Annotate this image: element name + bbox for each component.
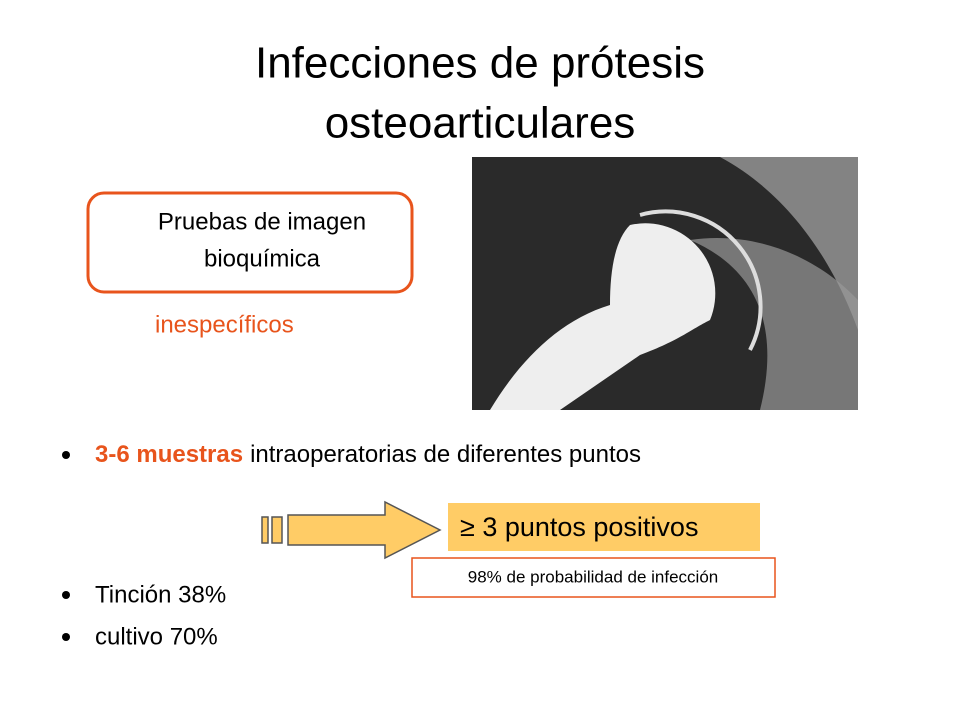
bullet-dot <box>62 591 70 599</box>
title-line: osteoarticulares <box>325 99 636 148</box>
imaging-note: inespecíficos <box>155 311 294 338</box>
bullet-dot <box>62 633 70 641</box>
arrow <box>261 500 442 560</box>
probability-box <box>411 557 776 598</box>
bullet-text: Tinción 38% <box>95 581 226 608</box>
bullet-text: 3-6 muestras intraoperatorias de diferent… <box>95 441 641 468</box>
imaging-line: bioquímica <box>204 245 321 272</box>
bullet-emphasis: 3-6 muestras <box>95 441 243 468</box>
criterion-text: ≥ 3 puntos positivos <box>460 512 698 542</box>
bullet-body: intraoperatorias de diferentes puntos <box>250 441 641 468</box>
imaging-box <box>86 191 414 294</box>
bullet-dot <box>62 451 70 459</box>
xray-image <box>472 157 858 410</box>
criterion-box <box>448 503 760 551</box>
title-line: Infecciones de prótesis <box>255 39 705 88</box>
probability-text: 98% de probabilidad de infección <box>468 567 718 586</box>
imaging-line: Pruebas de imagen <box>158 208 366 235</box>
bullet-text: cultivo 70% <box>95 623 218 650</box>
